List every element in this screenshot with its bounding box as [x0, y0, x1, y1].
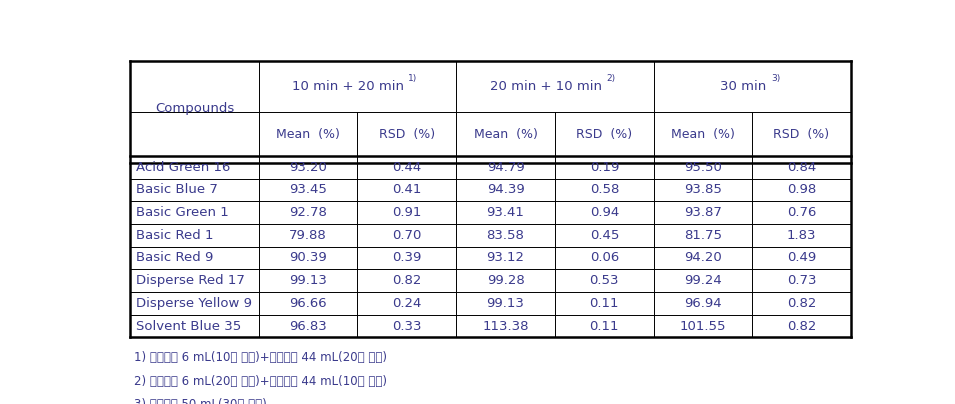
Text: 20 min + 10 min: 20 min + 10 min — [490, 80, 602, 93]
Text: 0.41: 0.41 — [393, 183, 421, 196]
Text: 0.33: 0.33 — [392, 320, 421, 332]
Text: 101.55: 101.55 — [680, 320, 726, 332]
Text: 0.24: 0.24 — [393, 297, 421, 310]
Text: 0.11: 0.11 — [589, 297, 619, 310]
Text: 113.38: 113.38 — [482, 320, 529, 332]
Text: 0.11: 0.11 — [589, 320, 619, 332]
Text: 0.39: 0.39 — [393, 252, 421, 265]
Text: 94.20: 94.20 — [684, 252, 722, 265]
Text: Mean  (%): Mean (%) — [671, 128, 735, 141]
Text: 0.91: 0.91 — [393, 206, 421, 219]
Text: 94.79: 94.79 — [487, 161, 524, 174]
Text: 0.53: 0.53 — [589, 274, 619, 287]
Text: Basic Red 1: Basic Red 1 — [137, 229, 214, 242]
Text: Disperse Yellow 9: Disperse Yellow 9 — [137, 297, 252, 310]
Text: RSD  (%): RSD (%) — [774, 128, 830, 141]
Text: 93.41: 93.41 — [487, 206, 524, 219]
Text: 3) 추출용매 50 mL(30분 추출): 3) 추출용매 50 mL(30분 추출) — [134, 398, 267, 404]
Text: 92.78: 92.78 — [289, 206, 327, 219]
Text: 0.73: 0.73 — [787, 274, 817, 287]
Text: 10 min + 20 min: 10 min + 20 min — [292, 80, 405, 93]
Text: Acid Green 16: Acid Green 16 — [137, 161, 231, 174]
Text: 83.58: 83.58 — [487, 229, 524, 242]
Text: 1) 추출용매 6 mL(10분 추출)+추출용매 44 mL(20분 추출): 1) 추출용매 6 mL(10분 추출)+추출용매 44 mL(20분 추출) — [134, 351, 387, 364]
Text: Basic Red 9: Basic Red 9 — [137, 252, 214, 265]
Text: 99.28: 99.28 — [487, 274, 524, 287]
Text: Mean  (%): Mean (%) — [276, 128, 340, 141]
Text: 2): 2) — [605, 74, 615, 83]
Text: 0.84: 0.84 — [787, 161, 816, 174]
Text: 0.49: 0.49 — [787, 252, 816, 265]
Text: 0.76: 0.76 — [787, 206, 817, 219]
Text: 93.45: 93.45 — [289, 183, 327, 196]
Text: 99.13: 99.13 — [487, 297, 524, 310]
Text: 79.88: 79.88 — [289, 229, 327, 242]
Text: 0.44: 0.44 — [393, 161, 421, 174]
Text: Basic Blue 7: Basic Blue 7 — [137, 183, 219, 196]
Text: 93.87: 93.87 — [684, 206, 722, 219]
Text: 30 min: 30 min — [720, 80, 767, 93]
Text: 93.12: 93.12 — [486, 252, 524, 265]
Text: 0.19: 0.19 — [589, 161, 619, 174]
Text: 94.39: 94.39 — [487, 183, 524, 196]
Text: 0.70: 0.70 — [393, 229, 421, 242]
Text: 99.24: 99.24 — [684, 274, 722, 287]
Text: 1.83: 1.83 — [787, 229, 817, 242]
Text: Basic Green 1: Basic Green 1 — [137, 206, 229, 219]
Text: 0.94: 0.94 — [590, 206, 619, 219]
Text: 96.94: 96.94 — [684, 297, 722, 310]
Text: 0.58: 0.58 — [589, 183, 619, 196]
Text: 99.13: 99.13 — [289, 274, 327, 287]
Text: 90.39: 90.39 — [289, 252, 327, 265]
Text: 0.82: 0.82 — [393, 274, 421, 287]
Text: 93.85: 93.85 — [684, 183, 722, 196]
Text: 81.75: 81.75 — [684, 229, 722, 242]
Text: RSD  (%): RSD (%) — [576, 128, 632, 141]
Text: 96.83: 96.83 — [289, 320, 327, 332]
Text: 0.06: 0.06 — [590, 252, 619, 265]
Text: 0.82: 0.82 — [787, 320, 817, 332]
Text: 1): 1) — [408, 74, 417, 83]
Text: RSD  (%): RSD (%) — [379, 128, 435, 141]
Text: 0.45: 0.45 — [589, 229, 619, 242]
Text: Mean  (%): Mean (%) — [474, 128, 538, 141]
Text: Solvent Blue 35: Solvent Blue 35 — [137, 320, 242, 332]
Text: Compounds: Compounds — [155, 102, 234, 115]
Text: 0.98: 0.98 — [787, 183, 816, 196]
Text: 96.66: 96.66 — [289, 297, 327, 310]
Text: 0.82: 0.82 — [787, 297, 817, 310]
Text: 95.50: 95.50 — [684, 161, 722, 174]
Text: 93.20: 93.20 — [289, 161, 327, 174]
Text: Disperse Red 17: Disperse Red 17 — [137, 274, 245, 287]
Text: 3): 3) — [771, 74, 780, 83]
Text: 2) 추출용매 6 mL(20분 추출)+추출용매 44 mL(10분 추출): 2) 추출용매 6 mL(20분 추출)+추출용매 44 mL(10분 추출) — [134, 375, 387, 388]
